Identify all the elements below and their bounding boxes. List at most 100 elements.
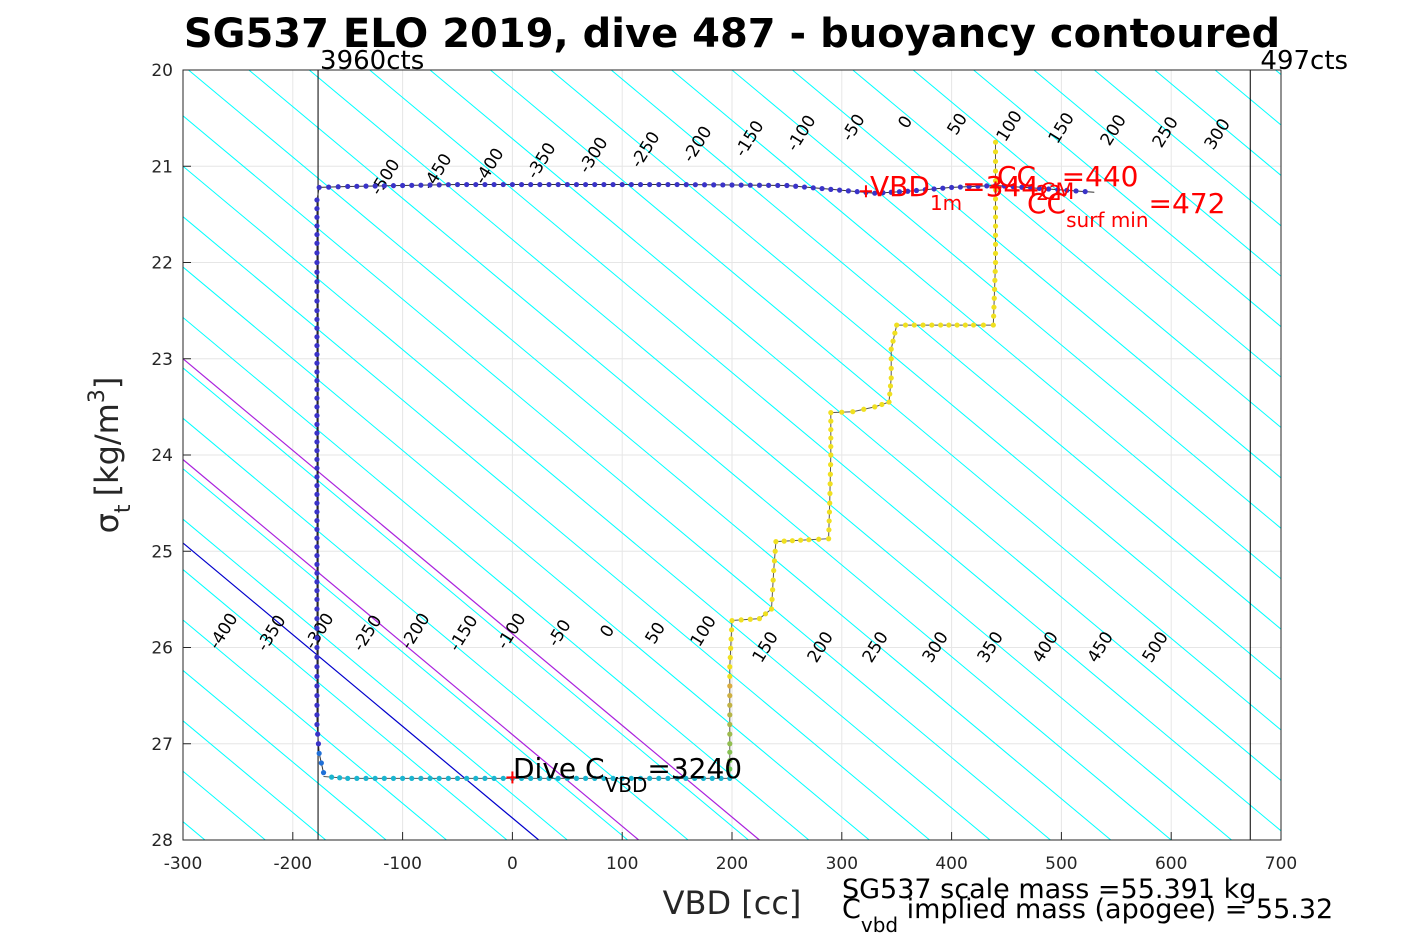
ascent-point	[464, 181, 470, 188]
descent-point	[888, 375, 894, 381]
y-tick-label: 28	[151, 831, 173, 851]
descent-point	[728, 645, 734, 651]
y-axis-label: σt [kg/m3]	[85, 377, 136, 534]
contour-line	[183, 115, 1051, 840]
ascent-point	[1028, 185, 1034, 191]
ascent-point	[314, 570, 320, 576]
descent-point	[992, 205, 999, 211]
descent-point	[992, 168, 999, 174]
descent-point	[894, 322, 900, 328]
descent-point	[771, 567, 777, 574]
descent-point	[728, 627, 735, 633]
descent-point	[727, 654, 733, 661]
buoyancy-line	[183, 458, 640, 840]
descent-point	[747, 616, 753, 622]
descent-point	[827, 481, 833, 487]
ascent-point	[619, 181, 625, 188]
ascent-point	[674, 181, 680, 188]
ascent-point	[518, 181, 525, 188]
contour-label: -50	[544, 616, 576, 650]
contour-line	[183, 619, 447, 840]
buoyancy-contours	[0, 70, 1417, 840]
bottom-point	[709, 775, 715, 782]
descent-point	[769, 596, 775, 602]
bottom-point	[464, 775, 470, 782]
bottom-point	[345, 775, 351, 782]
bottom-point	[400, 775, 406, 782]
ascent-point	[418, 182, 424, 188]
x-tick-label: -300	[164, 854, 203, 874]
x-tick-label: 500	[1045, 854, 1077, 874]
ascent-point	[784, 182, 790, 189]
ascent-point	[314, 231, 320, 238]
ascent-point	[314, 673, 320, 679]
bottom-point	[372, 775, 378, 782]
ascent-point	[314, 308, 320, 314]
contour-line	[1336, 70, 1417, 840]
descent-point	[970, 322, 977, 328]
ascent-point	[555, 181, 561, 188]
x-tick-label: -200	[274, 854, 313, 874]
descent-line	[729, 142, 996, 778]
bottom-point	[619, 775, 625, 782]
descent-point	[828, 435, 834, 441]
descent-point	[771, 558, 778, 564]
ascent-point	[314, 325, 320, 331]
ascent-point	[491, 181, 497, 188]
descent-point	[892, 330, 898, 336]
ascent-point	[314, 369, 320, 375]
bottom-point	[390, 775, 397, 782]
descent-point	[770, 577, 776, 583]
ascent-point	[315, 731, 321, 737]
contour-line	[183, 518, 568, 840]
ascent-point	[314, 288, 320, 294]
ascent-point	[335, 184, 341, 190]
ascent-point	[315, 741, 322, 747]
bottom-point	[727, 775, 733, 782]
ascent-point	[314, 360, 320, 366]
contour-label: -100	[783, 112, 820, 155]
bottom-point	[381, 775, 387, 782]
y-axis-label-close: ]	[88, 377, 126, 389]
contour-line	[671, 70, 1281, 580]
cm-annotation: CM	[1040, 180, 1074, 205]
ascent-point	[316, 750, 322, 756]
ascent-point	[314, 250, 320, 256]
descent-point	[872, 404, 878, 410]
ascent-point	[314, 206, 320, 212]
bottom-point	[528, 775, 534, 782]
descent-point	[861, 406, 867, 412]
ascent-point	[314, 298, 320, 304]
bottom-point	[491, 775, 497, 782]
descent-point	[992, 158, 999, 165]
ascent-point	[905, 188, 911, 194]
ascent-point	[1082, 188, 1088, 195]
ascent-point	[314, 334, 320, 340]
ascent-point	[509, 181, 515, 188]
ascent-point	[318, 760, 324, 766]
ascent-point	[729, 182, 735, 188]
descent-point	[789, 538, 795, 544]
ascent-point	[314, 279, 320, 285]
dive-paths	[314, 139, 1095, 782]
ascent-point	[314, 395, 320, 401]
descent-point	[890, 338, 896, 344]
contour-line	[0, 70, 84, 840]
descent-point	[887, 391, 893, 397]
contour-label: 0	[596, 621, 619, 641]
ascent-point	[314, 214, 320, 220]
ascent-point	[528, 181, 534, 188]
ascent-point	[372, 183, 378, 189]
ascent-point	[738, 182, 744, 188]
ascent-point	[1055, 187, 1061, 193]
ascent-point	[314, 588, 320, 594]
ascent-point	[409, 182, 415, 188]
ascent-point	[400, 182, 406, 189]
ascent-point	[314, 456, 320, 462]
descent-point	[827, 500, 833, 506]
ascent-point	[482, 181, 488, 188]
descent-point	[826, 509, 833, 515]
ascent-point	[314, 439, 320, 445]
ascent-point	[314, 223, 320, 229]
ascent-point	[1001, 183, 1007, 189]
